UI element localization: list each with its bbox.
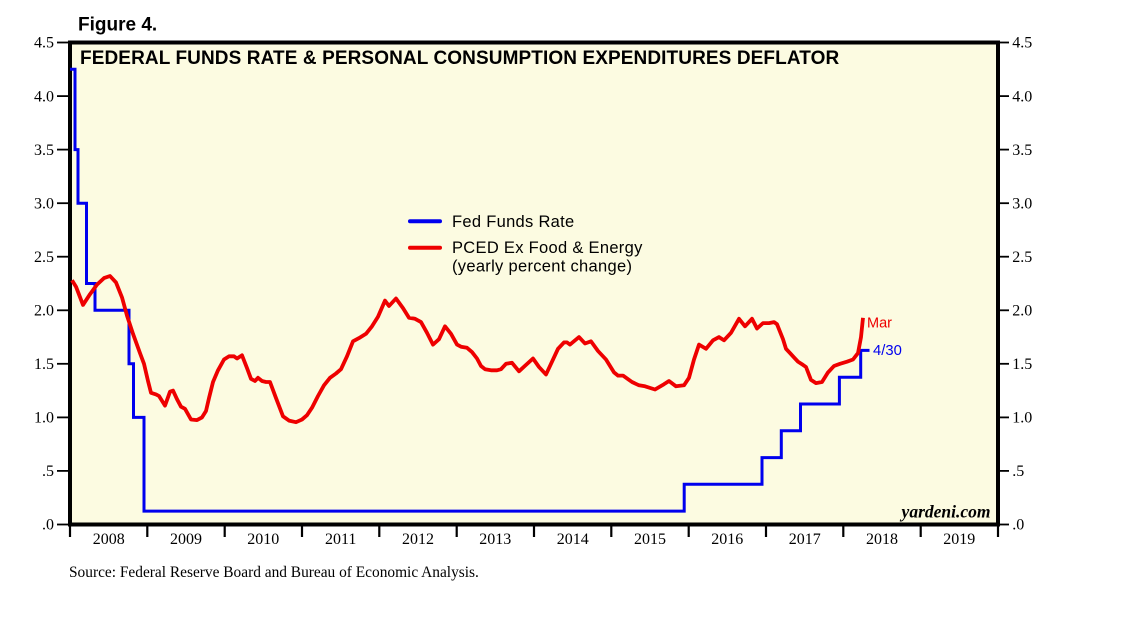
svg-text:2008: 2008 (93, 531, 125, 548)
svg-text:2011: 2011 (325, 531, 356, 548)
svg-text:4.5: 4.5 (34, 35, 54, 52)
svg-text:1.5: 1.5 (34, 356, 54, 373)
svg-text:2010: 2010 (247, 531, 279, 548)
svg-text:3.0: 3.0 (34, 195, 54, 212)
svg-text:2012: 2012 (402, 531, 434, 548)
svg-text:.0: .0 (1012, 517, 1024, 534)
svg-text:FEDERAL FUNDS RATE & PERSONAL: FEDERAL FUNDS RATE & PERSONAL CONSUMPTIO… (80, 48, 839, 69)
svg-text:1.0: 1.0 (1012, 410, 1032, 427)
svg-text:2019: 2019 (943, 531, 975, 548)
svg-text:3.5: 3.5 (34, 142, 54, 159)
svg-text:Mar: Mar (867, 316, 892, 332)
svg-text:2014: 2014 (557, 531, 589, 548)
svg-text:.5: .5 (1012, 463, 1024, 480)
svg-text:Source: Federal Reserve Board: Source: Federal Reserve Board and Bureau… (69, 564, 479, 581)
svg-text:Figure 4.: Figure 4. (78, 15, 157, 36)
svg-text:2.5: 2.5 (1012, 249, 1032, 266)
svg-text:2009: 2009 (170, 531, 202, 548)
svg-text:4/30: 4/30 (873, 343, 902, 359)
svg-text:PCED Ex Food & Energy: PCED Ex Food & Energy (452, 239, 643, 257)
svg-text:Fed Funds Rate: Fed Funds Rate (452, 213, 575, 231)
svg-text:(yearly percent change): (yearly percent change) (452, 258, 632, 276)
svg-text:.5: .5 (42, 463, 54, 480)
svg-text:3.5: 3.5 (1012, 142, 1032, 159)
svg-text:2013: 2013 (479, 531, 511, 548)
svg-text:3.0: 3.0 (1012, 195, 1032, 212)
svg-text:2017: 2017 (789, 531, 821, 548)
svg-text:2016: 2016 (711, 531, 743, 548)
svg-text:2.0: 2.0 (1012, 303, 1032, 320)
svg-text:yardeni.com: yardeni.com (900, 502, 991, 522)
svg-text:2.5: 2.5 (34, 249, 54, 266)
svg-text:4.0: 4.0 (34, 88, 54, 105)
svg-text:1.5: 1.5 (1012, 356, 1032, 373)
svg-text:2018: 2018 (866, 531, 898, 548)
svg-text:1.0: 1.0 (34, 410, 54, 427)
svg-text:2.0: 2.0 (34, 303, 54, 320)
svg-text:4.0: 4.0 (1012, 88, 1032, 105)
svg-text:.0: .0 (42, 517, 54, 534)
svg-text:4.5: 4.5 (1012, 35, 1032, 52)
svg-text:2015: 2015 (634, 531, 666, 548)
